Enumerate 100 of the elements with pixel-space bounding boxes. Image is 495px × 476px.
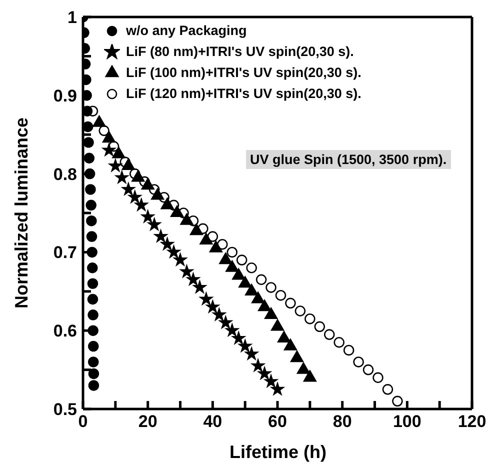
point xyxy=(238,340,252,352)
point xyxy=(154,230,168,242)
x-tick-label: 40 xyxy=(203,412,222,432)
point xyxy=(324,329,335,340)
point xyxy=(264,307,278,319)
point xyxy=(86,246,98,258)
point xyxy=(88,325,98,336)
x-tick-label: 20 xyxy=(138,412,158,432)
point xyxy=(270,319,284,331)
point xyxy=(87,278,98,289)
point xyxy=(353,356,364,368)
point xyxy=(180,213,194,225)
point xyxy=(112,146,126,158)
point xyxy=(232,332,245,344)
x-tick-label: 100 xyxy=(392,412,422,432)
point xyxy=(219,316,232,328)
point xyxy=(217,239,228,250)
point xyxy=(109,159,122,172)
x-axis-title: Lifetime (h) xyxy=(228,442,328,463)
point xyxy=(209,240,222,252)
point xyxy=(252,292,265,304)
x-tick-label: 0 xyxy=(78,412,88,432)
y-axis-title: Normalized luminance xyxy=(12,116,32,308)
x-tick-label: 120 xyxy=(458,412,486,432)
point xyxy=(226,324,238,336)
point xyxy=(84,168,96,180)
point xyxy=(256,274,267,285)
point xyxy=(290,350,304,362)
point xyxy=(84,152,95,164)
point xyxy=(193,280,206,293)
point xyxy=(392,396,403,407)
point xyxy=(180,265,194,278)
point xyxy=(343,344,354,356)
point xyxy=(141,178,154,190)
point xyxy=(86,231,98,242)
point xyxy=(226,260,239,272)
point xyxy=(206,300,219,313)
point xyxy=(382,384,394,395)
point xyxy=(102,144,116,156)
point xyxy=(88,368,100,380)
x-tick-label: 80 xyxy=(332,412,352,432)
point xyxy=(160,198,174,210)
point xyxy=(200,232,213,244)
point xyxy=(266,282,276,293)
point xyxy=(102,131,116,143)
y-tick-label: 0.9 xyxy=(53,86,77,106)
annotation: UV glue Spin (1500, 3500 rpm). xyxy=(246,150,451,169)
point xyxy=(186,273,200,286)
point xyxy=(304,313,316,324)
point xyxy=(87,262,98,274)
point xyxy=(219,252,232,264)
y-tick-label: 0.8 xyxy=(53,164,77,184)
point xyxy=(128,190,142,203)
point xyxy=(83,106,93,116)
point xyxy=(212,308,226,320)
point xyxy=(246,262,257,274)
point xyxy=(252,359,264,372)
point xyxy=(148,218,161,230)
point xyxy=(88,340,99,352)
y-tick-label: 0.5 xyxy=(53,400,77,420)
point xyxy=(362,364,374,376)
point xyxy=(334,337,344,348)
point xyxy=(116,171,128,184)
legend-label: LiF (80 nm)+ITRI's UV spin(20,30 s). xyxy=(126,43,354,61)
point xyxy=(275,290,286,301)
point xyxy=(200,292,213,305)
point xyxy=(132,170,145,182)
point xyxy=(294,306,306,316)
point xyxy=(190,224,203,236)
point xyxy=(83,121,94,132)
point xyxy=(160,238,174,250)
point xyxy=(167,246,180,258)
point xyxy=(258,367,271,380)
point xyxy=(122,182,135,195)
point xyxy=(86,200,96,211)
y-tick-label: 0.7 xyxy=(53,243,77,262)
legend-label: LiF (100 nm)+ITRI's UV spin(20,30 s). xyxy=(126,64,362,82)
point xyxy=(88,310,98,320)
point xyxy=(83,137,94,148)
x-tick-label: 60 xyxy=(268,412,287,432)
point xyxy=(271,382,284,395)
point xyxy=(87,294,98,305)
point xyxy=(296,362,310,374)
point xyxy=(372,372,384,383)
point xyxy=(92,115,106,127)
point xyxy=(245,284,258,296)
y-tick-label: 1 xyxy=(68,8,77,28)
point xyxy=(264,374,278,388)
y-tick-label: 0.6 xyxy=(53,322,77,341)
point xyxy=(135,198,148,211)
legend-label: LiF (120 nm)+ITRI's UV spin(20,30 s). xyxy=(126,85,362,103)
point xyxy=(277,330,291,342)
point xyxy=(285,298,296,309)
point xyxy=(245,348,258,360)
point xyxy=(238,276,252,288)
point xyxy=(303,370,316,382)
point xyxy=(86,215,97,226)
point xyxy=(258,300,272,312)
legend-label: w/o any Packaging xyxy=(126,22,247,40)
point xyxy=(174,253,187,266)
